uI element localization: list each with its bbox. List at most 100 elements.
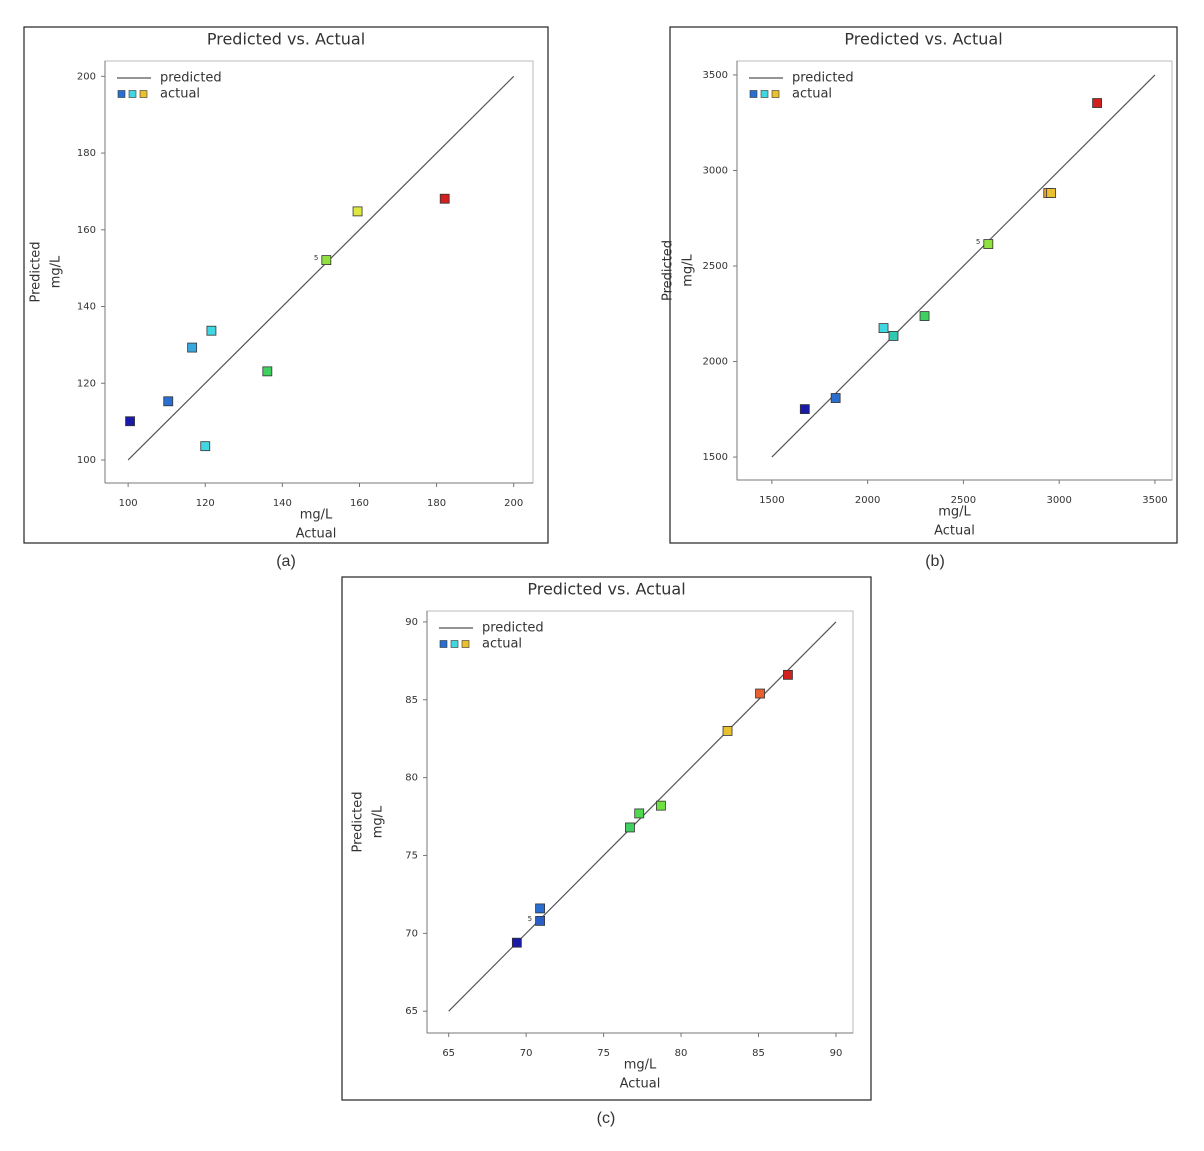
- y-tick-label: 200: [77, 71, 96, 82]
- legend-swatch: [771, 90, 780, 98]
- y-tick-label: 140: [77, 302, 96, 313]
- legend-swatch: [760, 90, 769, 98]
- x-tick-label: 120: [196, 498, 215, 509]
- data-point: [634, 808, 645, 819]
- x-axis-label: Actual: [296, 527, 337, 542]
- data-point: [187, 342, 198, 353]
- x-tick-label: 2000: [855, 495, 880, 506]
- y-tick-label: 65: [405, 1006, 418, 1017]
- x-tick-label: 140: [273, 498, 292, 509]
- x-tick-label: 200: [504, 498, 523, 509]
- y-axis-unit: mg/L: [681, 253, 696, 286]
- x-axis-unit: mg/L: [624, 1058, 657, 1073]
- x-tick-label: 75: [597, 1048, 610, 1059]
- caption: (b): [925, 553, 945, 570]
- y-tick-label: 3500: [703, 70, 728, 81]
- chart-title: Predicted vs. Actual: [844, 30, 1002, 49]
- legend-swatch: [461, 640, 470, 648]
- legend-label: predicted: [792, 71, 854, 86]
- y-tick-label: 180: [77, 148, 96, 159]
- y-axis-label: Predicted: [661, 240, 676, 301]
- legend-swatch: [439, 640, 448, 648]
- annotation: 5: [976, 238, 980, 246]
- data-point: [755, 688, 765, 699]
- x-tick-label: 160: [350, 498, 369, 509]
- x-axis-label: Actual: [934, 524, 975, 539]
- data-point: [352, 206, 363, 217]
- data-point: [722, 726, 733, 736]
- y-tick-label: 160: [77, 225, 96, 236]
- data-point: [200, 441, 211, 452]
- y-tick-label: 70: [405, 928, 418, 939]
- data-point: [535, 903, 545, 914]
- x-tick-label: 180: [427, 498, 446, 509]
- legend-swatch: [749, 90, 758, 98]
- data-point: [830, 393, 841, 403]
- data-point: [125, 416, 135, 427]
- x-tick-label: 2500: [951, 495, 976, 506]
- chart-panel: Predicted vs. Actual (a) 100 120 140 160 180 20…: [23, 26, 549, 570]
- data-point: [919, 311, 930, 321]
- y-axis-unit: mg/L: [371, 805, 386, 838]
- chart-panel: Predicted vs. Actual (c) 65 70 75 80 85 90 65 70 7…: [341, 576, 872, 1127]
- data-point: [321, 255, 332, 266]
- data-point: [625, 822, 635, 833]
- legend-label: predicted: [160, 71, 222, 86]
- y-tick-label: 2000: [703, 357, 728, 368]
- data-point: [1046, 188, 1057, 198]
- x-tick-label: 85: [752, 1048, 765, 1059]
- legend-label: actual: [792, 87, 832, 102]
- data-point: [163, 396, 174, 407]
- data-point: [262, 366, 273, 377]
- x-tick-label: 90: [830, 1048, 843, 1059]
- y-axis-label: Predicted: [29, 241, 44, 302]
- data-point: [511, 937, 522, 948]
- x-axis-unit: mg/L: [300, 508, 333, 523]
- legend-swatch: [128, 90, 137, 98]
- data-point: [206, 325, 217, 336]
- x-axis-label: Actual: [620, 1077, 661, 1092]
- x-tick-label: 100: [119, 498, 138, 509]
- prediction-line: [127, 75, 515, 461]
- data-point: [656, 800, 666, 811]
- legend-swatch: [450, 640, 459, 648]
- legend-swatch: [117, 90, 126, 98]
- x-tick-label: 80: [675, 1048, 688, 1059]
- y-tick-label: 1500: [703, 452, 728, 463]
- data-point: [439, 193, 450, 204]
- y-tick-label: 100: [77, 455, 96, 466]
- x-tick-label: 3500: [1142, 495, 1167, 506]
- legend-label: predicted: [482, 621, 544, 636]
- x-axis-unit: mg/L: [938, 505, 971, 520]
- y-tick-label: 2500: [703, 261, 728, 272]
- data-point: [535, 915, 545, 926]
- data-point: [878, 323, 889, 334]
- y-tick-label: 120: [77, 378, 96, 389]
- x-tick-label: 3000: [1046, 495, 1071, 506]
- chart-panel: Predicted vs. Actual (b) 1500 2000 2500 3000 3…: [661, 26, 1178, 570]
- legend-swatch: [139, 90, 148, 98]
- frame: [341, 576, 872, 1101]
- y-tick-label: 85: [405, 695, 418, 706]
- legend-label: actual: [482, 637, 522, 652]
- caption: (c): [597, 1110, 616, 1127]
- data-point: [983, 239, 994, 249]
- y-tick-label: 75: [405, 850, 418, 861]
- caption: (a): [276, 553, 296, 570]
- annotation: 5: [528, 915, 532, 923]
- x-tick-label: 1500: [759, 495, 784, 506]
- chart-title: Predicted vs. Actual: [207, 30, 365, 49]
- y-tick-label: 80: [405, 773, 418, 784]
- x-tick-label: 65: [442, 1048, 455, 1059]
- data-point: [799, 404, 810, 415]
- annotation: 5: [314, 254, 318, 262]
- data-point: [888, 331, 899, 341]
- data-point: [1092, 98, 1103, 108]
- y-tick-label: 3000: [703, 165, 728, 176]
- frame: [23, 26, 549, 544]
- frame: [669, 26, 1178, 544]
- data-point: [783, 669, 793, 680]
- legend-label: actual: [160, 87, 200, 102]
- y-axis-unit: mg/L: [49, 255, 64, 288]
